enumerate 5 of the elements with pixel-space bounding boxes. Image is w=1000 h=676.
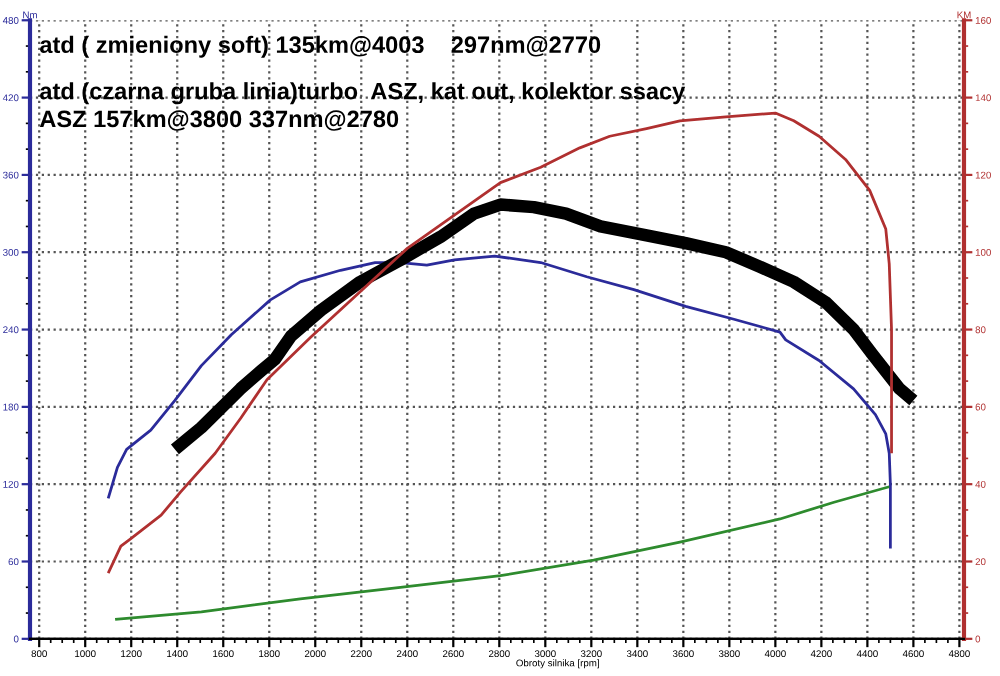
line-series [106, 254, 892, 551]
annotation: ASZ 157km@3800 337nm@2780 [39, 109, 399, 131]
annotation: atd ( zmieniony soft) 135km@4003 297nm@2770 [40, 35, 601, 58]
annotation: atd (czarna gruba linia)turbo ASZ, kat out, kolektor ssacy [40, 82, 686, 105]
line-series [113, 485, 891, 621]
